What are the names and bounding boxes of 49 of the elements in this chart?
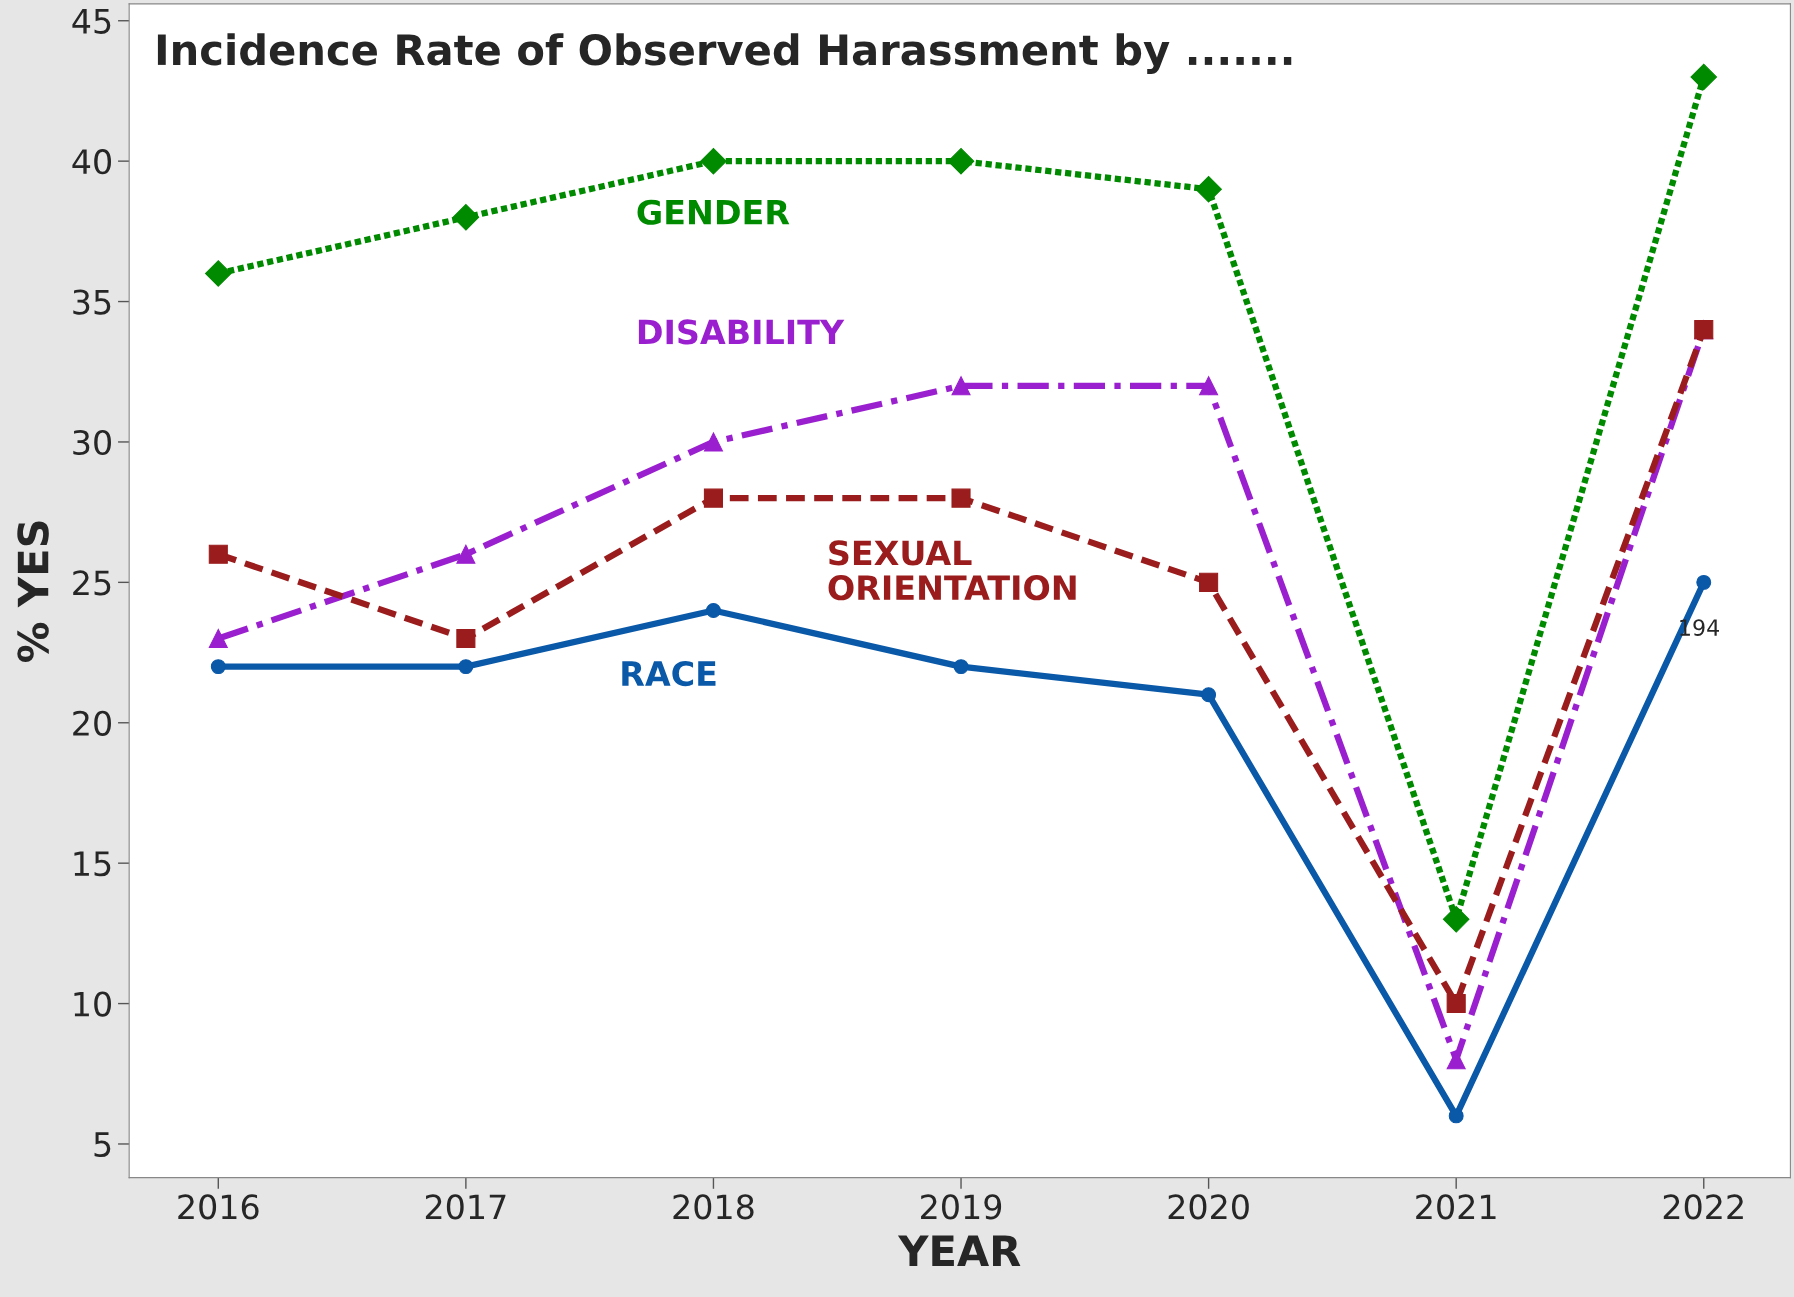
point (456, 628, 476, 649)
point (1448, 1108, 1464, 1124)
x-tick-label: 2017 (425, 1194, 506, 1220)
y-tick-label: 20 (73, 710, 111, 736)
point (1446, 994, 1466, 1014)
x-tick-label: 2016 (178, 1194, 259, 1220)
point (951, 488, 971, 508)
y-tick-label: 30 (73, 429, 111, 456)
point (1195, 175, 1222, 203)
x-axis-title: YEAR (897, 1235, 1021, 1266)
point (703, 432, 723, 452)
y-tick-label: 5 (94, 1132, 111, 1158)
point (208, 544, 228, 564)
point (208, 628, 228, 649)
series-label: GENDER (637, 199, 790, 225)
point (1442, 906, 1470, 933)
y-tick-label: 45 (72, 9, 111, 34)
point (705, 602, 721, 618)
point (210, 659, 226, 675)
point (1199, 572, 1219, 592)
point (700, 147, 727, 175)
y-tick-label: 40 (72, 149, 111, 175)
point (1690, 63, 1718, 91)
point (1446, 1050, 1466, 1070)
y-tick-label: 15 (74, 851, 111, 877)
x-tick-label: 2019 (921, 1194, 1002, 1220)
point (452, 204, 480, 231)
point (1199, 376, 1219, 396)
point (1696, 574, 1712, 590)
point (205, 260, 232, 287)
y-tick-label: 25 (73, 570, 111, 596)
point (953, 659, 969, 675)
x-tick-label: 2020 (1168, 1194, 1249, 1220)
x-tick-label: 2022 (1663, 1194, 1743, 1220)
point (947, 147, 975, 175)
y-tick-label: 10 (74, 991, 111, 1017)
series-label: SEXUAL ORIENTATION (828, 540, 1076, 601)
x-tick-label: 2018 (673, 1194, 754, 1220)
series-label: RACE (622, 660, 716, 687)
point (703, 488, 723, 508)
point (456, 544, 476, 564)
series-label: DISABILITY (638, 319, 845, 345)
text: Incidence Rate of Observed Harassment by ....... (157, 33, 1292, 74)
point (458, 659, 474, 675)
point (951, 376, 971, 396)
point (1201, 687, 1217, 703)
y-axis-title: % YES (17, 521, 49, 662)
y-tick-label: 35 (73, 289, 111, 315)
x-tick-label: 2021 (1416, 1194, 1496, 1220)
